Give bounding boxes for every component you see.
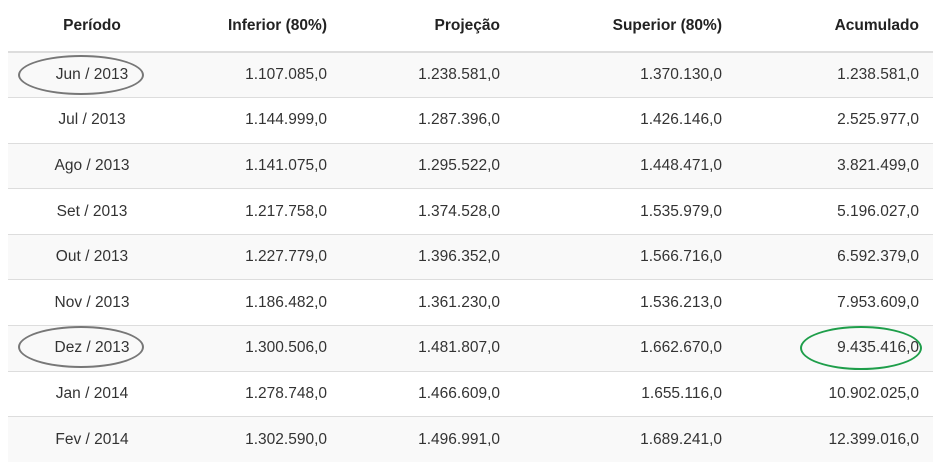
cell-projecao: 1.374.528,0 bbox=[341, 188, 514, 235]
cell-periodo: Jul / 2013 bbox=[8, 97, 176, 144]
cell-superior: 1.536.213,0 bbox=[514, 279, 736, 326]
cell-periodo: Out / 2013 bbox=[8, 233, 176, 280]
cell-inferior: 1.141.075,0 bbox=[176, 142, 341, 189]
cell-superior: 1.655.116,0 bbox=[514, 370, 736, 417]
cell-inferior: 1.227.779,0 bbox=[176, 233, 341, 280]
cell-periodo: Fev / 2014 bbox=[8, 416, 176, 463]
table-row: Jan / 2014 1.278.748,0 1.466.609,0 1.655… bbox=[8, 370, 933, 417]
cell-inferior: 1.144.999,0 bbox=[176, 97, 341, 144]
cell-superior: 1.426.146,0 bbox=[514, 97, 736, 144]
table-row: Set / 2013 1.217.758,0 1.374.528,0 1.535… bbox=[8, 188, 933, 235]
cell-periodo: Jun / 2013 bbox=[8, 51, 176, 98]
header-inferior[interactable]: Inferior (80%) bbox=[176, 0, 341, 53]
forecast-table: Período Inferior (80%) Projeção Superior… bbox=[8, 0, 933, 463]
cell-periodo: Dez / 2013 bbox=[8, 325, 176, 372]
cell-acumulado: 10.902.025,0 bbox=[736, 370, 933, 417]
cell-periodo: Ago / 2013 bbox=[8, 142, 176, 189]
cell-inferior: 1.278.748,0 bbox=[176, 370, 341, 417]
cell-superior: 1.448.471,0 bbox=[514, 142, 736, 189]
cell-inferior: 1.217.758,0 bbox=[176, 188, 341, 235]
cell-projecao: 1.396.352,0 bbox=[341, 233, 514, 280]
cell-superior: 1.689.241,0 bbox=[514, 416, 736, 463]
cell-acumulado: 3.821.499,0 bbox=[736, 142, 933, 189]
cell-projecao: 1.466.609,0 bbox=[341, 370, 514, 417]
cell-superior: 1.662.670,0 bbox=[514, 325, 736, 372]
cell-projecao: 1.496.991,0 bbox=[341, 416, 514, 463]
cell-periodo: Nov / 2013 bbox=[8, 279, 176, 326]
cell-periodo: Set / 2013 bbox=[8, 188, 176, 235]
cell-acumulado: 6.592.379,0 bbox=[736, 233, 933, 280]
table-row: Ago / 2013 1.141.075,0 1.295.522,0 1.448… bbox=[8, 142, 933, 189]
cell-superior: 1.370.130,0 bbox=[514, 51, 736, 98]
table-row: Nov / 2013 1.186.482,0 1.361.230,0 1.536… bbox=[8, 279, 933, 326]
cell-acumulado: 5.196.027,0 bbox=[736, 188, 933, 235]
header-projecao[interactable]: Projeção bbox=[341, 0, 514, 53]
table-row: Dez / 2013 1.300.506,0 1.481.807,0 1.662… bbox=[8, 325, 933, 372]
cell-periodo: Jan / 2014 bbox=[8, 370, 176, 417]
table-row: Fev / 2014 1.302.590,0 1.496.991,0 1.689… bbox=[8, 416, 933, 463]
cell-projecao: 1.295.522,0 bbox=[341, 142, 514, 189]
cell-projecao: 1.481.807,0 bbox=[341, 325, 514, 372]
cell-inferior: 1.300.506,0 bbox=[176, 325, 341, 372]
cell-inferior: 1.302.590,0 bbox=[176, 416, 341, 463]
cell-inferior: 1.186.482,0 bbox=[176, 279, 341, 326]
header-superior[interactable]: Superior (80%) bbox=[514, 0, 736, 53]
header-acumulado[interactable]: Acumulado bbox=[736, 0, 933, 53]
cell-projecao: 1.287.396,0 bbox=[341, 97, 514, 144]
cell-acumulado: 7.953.609,0 bbox=[736, 279, 933, 326]
table-row: Jul / 2013 1.144.999,0 1.287.396,0 1.426… bbox=[8, 97, 933, 144]
table-row: Jun / 2013 1.107.085,0 1.238.581,0 1.370… bbox=[8, 51, 933, 98]
header-periodo[interactable]: Período bbox=[8, 0, 176, 53]
cell-inferior: 1.107.085,0 bbox=[176, 51, 341, 98]
table-row: Out / 2013 1.227.779,0 1.396.352,0 1.566… bbox=[8, 233, 933, 280]
cell-superior: 1.535.979,0 bbox=[514, 188, 736, 235]
cell-acumulado: 9.435.416,0 bbox=[736, 325, 933, 372]
cell-projecao: 1.238.581,0 bbox=[341, 51, 514, 98]
cell-acumulado: 2.525.977,0 bbox=[736, 97, 933, 144]
table-header-row: Período Inferior (80%) Projeção Superior… bbox=[8, 0, 933, 53]
cell-projecao: 1.361.230,0 bbox=[341, 279, 514, 326]
cell-superior: 1.566.716,0 bbox=[514, 233, 736, 280]
cell-acumulado: 1.238.581,0 bbox=[736, 51, 933, 98]
cell-acumulado: 12.399.016,0 bbox=[736, 416, 933, 463]
